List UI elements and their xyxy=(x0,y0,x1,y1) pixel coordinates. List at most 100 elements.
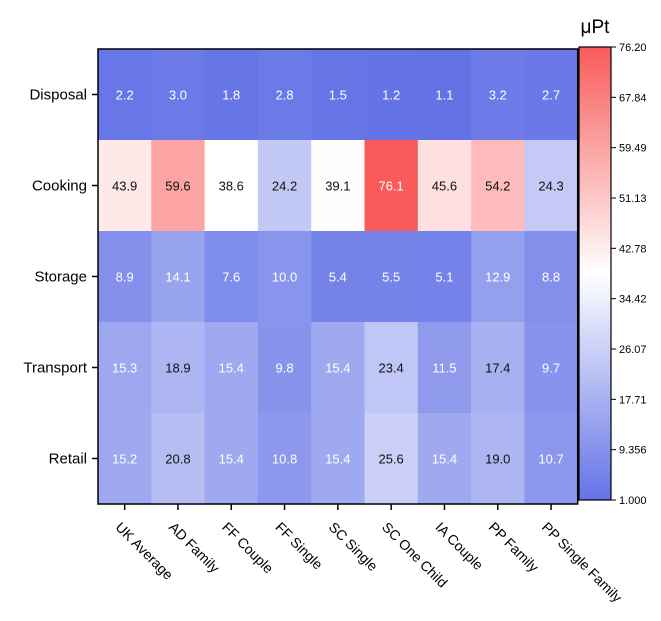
cell-value-label: 76.1 xyxy=(378,179,403,194)
heatmap-cells xyxy=(98,49,579,505)
colorbar-tick-label: 76.20 xyxy=(619,42,647,54)
cell-value-label: 15.4 xyxy=(432,452,457,467)
x-tick-label: FF Single xyxy=(272,519,326,573)
colorbar-title: μPt xyxy=(581,17,611,38)
cell-value-label: 5.5 xyxy=(382,270,400,285)
heatmap-cell xyxy=(204,140,259,232)
cell-value-label: 15.4 xyxy=(219,452,244,467)
heatmap-cell xyxy=(364,140,419,232)
cell-value-label: 2.8 xyxy=(276,88,294,103)
cell-value-label: 54.2 xyxy=(485,179,510,194)
cell-value-label: 8.9 xyxy=(116,270,134,285)
cell-value-label: 1.5 xyxy=(329,88,347,103)
heatmap-cell xyxy=(98,322,152,414)
cell-value-label: 38.6 xyxy=(219,179,244,194)
cell-value-label: 9.8 xyxy=(276,361,294,376)
colorbar-tick-label: 26.07 xyxy=(619,344,647,356)
heatmap-cell xyxy=(311,140,365,232)
heatmap-cell xyxy=(98,49,152,141)
colorbar-tick-label: 34.42 xyxy=(619,294,647,306)
heatmap-cell xyxy=(151,413,205,505)
cell-value-label: 5.4 xyxy=(329,270,347,285)
cell-value-label: 17.4 xyxy=(485,361,510,376)
cell-value-labels: 2.2 3.0 1.8 2.8 1.5 1.2 1.1 3.2 2.7 43.9 59.6 38.6 2… xyxy=(112,88,564,467)
heatmap-cell xyxy=(524,413,579,505)
cell-value-label: 18.9 xyxy=(165,361,190,376)
colorbar-tick-label: 1.000 xyxy=(619,495,647,507)
colorbar-tick-label: 42.78 xyxy=(619,243,647,255)
heatmap-cell xyxy=(311,322,365,414)
cell-value-label: 15.2 xyxy=(112,452,137,467)
colorbar-tick-label: 59.49 xyxy=(619,143,647,155)
heatmap-cell xyxy=(417,140,472,232)
colorbar-tick-label: 51.13 xyxy=(619,193,647,205)
heatmap-cell xyxy=(364,231,419,323)
heatmap-cell xyxy=(257,49,312,141)
heatmap-cell xyxy=(98,140,152,232)
x-tick-label: FF Couple xyxy=(219,519,277,577)
heatmap-cell xyxy=(471,49,525,141)
cell-value-label: 11.5 xyxy=(432,361,456,376)
heatmap-cell xyxy=(471,231,525,323)
cell-value-label: 5.1 xyxy=(435,270,453,285)
x-tick-label: SC Single xyxy=(326,519,381,574)
cell-value-label: 15.3 xyxy=(112,361,137,376)
heatmap-cell xyxy=(204,413,259,505)
cell-value-label: 2.2 xyxy=(116,88,134,103)
cell-value-label: 19.0 xyxy=(485,452,510,467)
heatmap-cell xyxy=(524,322,579,414)
cell-value-label: 24.3 xyxy=(538,179,563,194)
heatmap-cell xyxy=(257,140,312,232)
heatmap-cell xyxy=(417,322,472,414)
heatmap-cell xyxy=(417,231,472,323)
cell-value-label: 2.7 xyxy=(542,88,560,103)
cell-value-label: 23.4 xyxy=(378,361,403,376)
cell-value-label: 1.1 xyxy=(435,88,453,103)
cell-value-label: 12.9 xyxy=(485,270,510,285)
heatmap-cell xyxy=(524,231,579,323)
cell-value-label: 43.9 xyxy=(112,179,137,194)
heatmap-cell xyxy=(204,322,259,414)
heatmap-cell xyxy=(151,140,205,232)
cell-value-label: 9.7 xyxy=(542,361,560,376)
cell-value-label: 25.6 xyxy=(378,452,403,467)
cell-value-label: 15.4 xyxy=(325,361,350,376)
cell-value-label: 15.4 xyxy=(219,361,244,376)
heatmap-cell xyxy=(257,231,312,323)
cell-value-label: 1.2 xyxy=(382,88,400,103)
heatmap-cell xyxy=(471,413,525,505)
cell-value-label: 15.4 xyxy=(325,452,350,467)
cell-value-label: 10.8 xyxy=(272,452,297,467)
heatmap-cell xyxy=(151,322,205,414)
heatmap-cell xyxy=(471,140,525,232)
cell-value-label: 45.6 xyxy=(432,179,457,194)
heatmap-cell xyxy=(364,413,419,505)
cell-value-label: 3.2 xyxy=(489,88,507,103)
heatmap-cell xyxy=(311,231,365,323)
heatmap-cell xyxy=(364,49,419,141)
heatmap-cell xyxy=(471,322,525,414)
colorbar-tick-label: 9.356 xyxy=(619,445,647,457)
y-tick-label: Cooking xyxy=(32,178,87,195)
x-tick-label: IA Couple xyxy=(432,519,486,573)
heatmap-cell xyxy=(98,413,152,505)
y-tick-label: Disposal xyxy=(29,87,87,104)
x-tick-label: AD Family xyxy=(166,519,223,576)
colorbar-tick-label: 67.84 xyxy=(619,92,647,104)
heatmap-cell xyxy=(257,322,312,414)
y-tick-label: Storage xyxy=(34,269,87,286)
heatmap-cell xyxy=(98,231,152,323)
heatmap-cell xyxy=(311,49,365,141)
heatmap-cell xyxy=(524,49,579,141)
cell-value-label: 59.6 xyxy=(165,179,190,194)
heatmap-cell xyxy=(417,413,472,505)
cell-value-label: 20.8 xyxy=(165,452,190,467)
cell-value-label: 10.0 xyxy=(272,270,297,285)
colorbar: μPt 76.20 67.84 59.49 51.13 42.78 34.42 26.07 17… xyxy=(578,17,647,507)
y-tick-label: Transport xyxy=(23,360,87,377)
y-tick-label: Retail xyxy=(49,451,87,468)
cell-value-label: 10.7 xyxy=(538,452,563,467)
